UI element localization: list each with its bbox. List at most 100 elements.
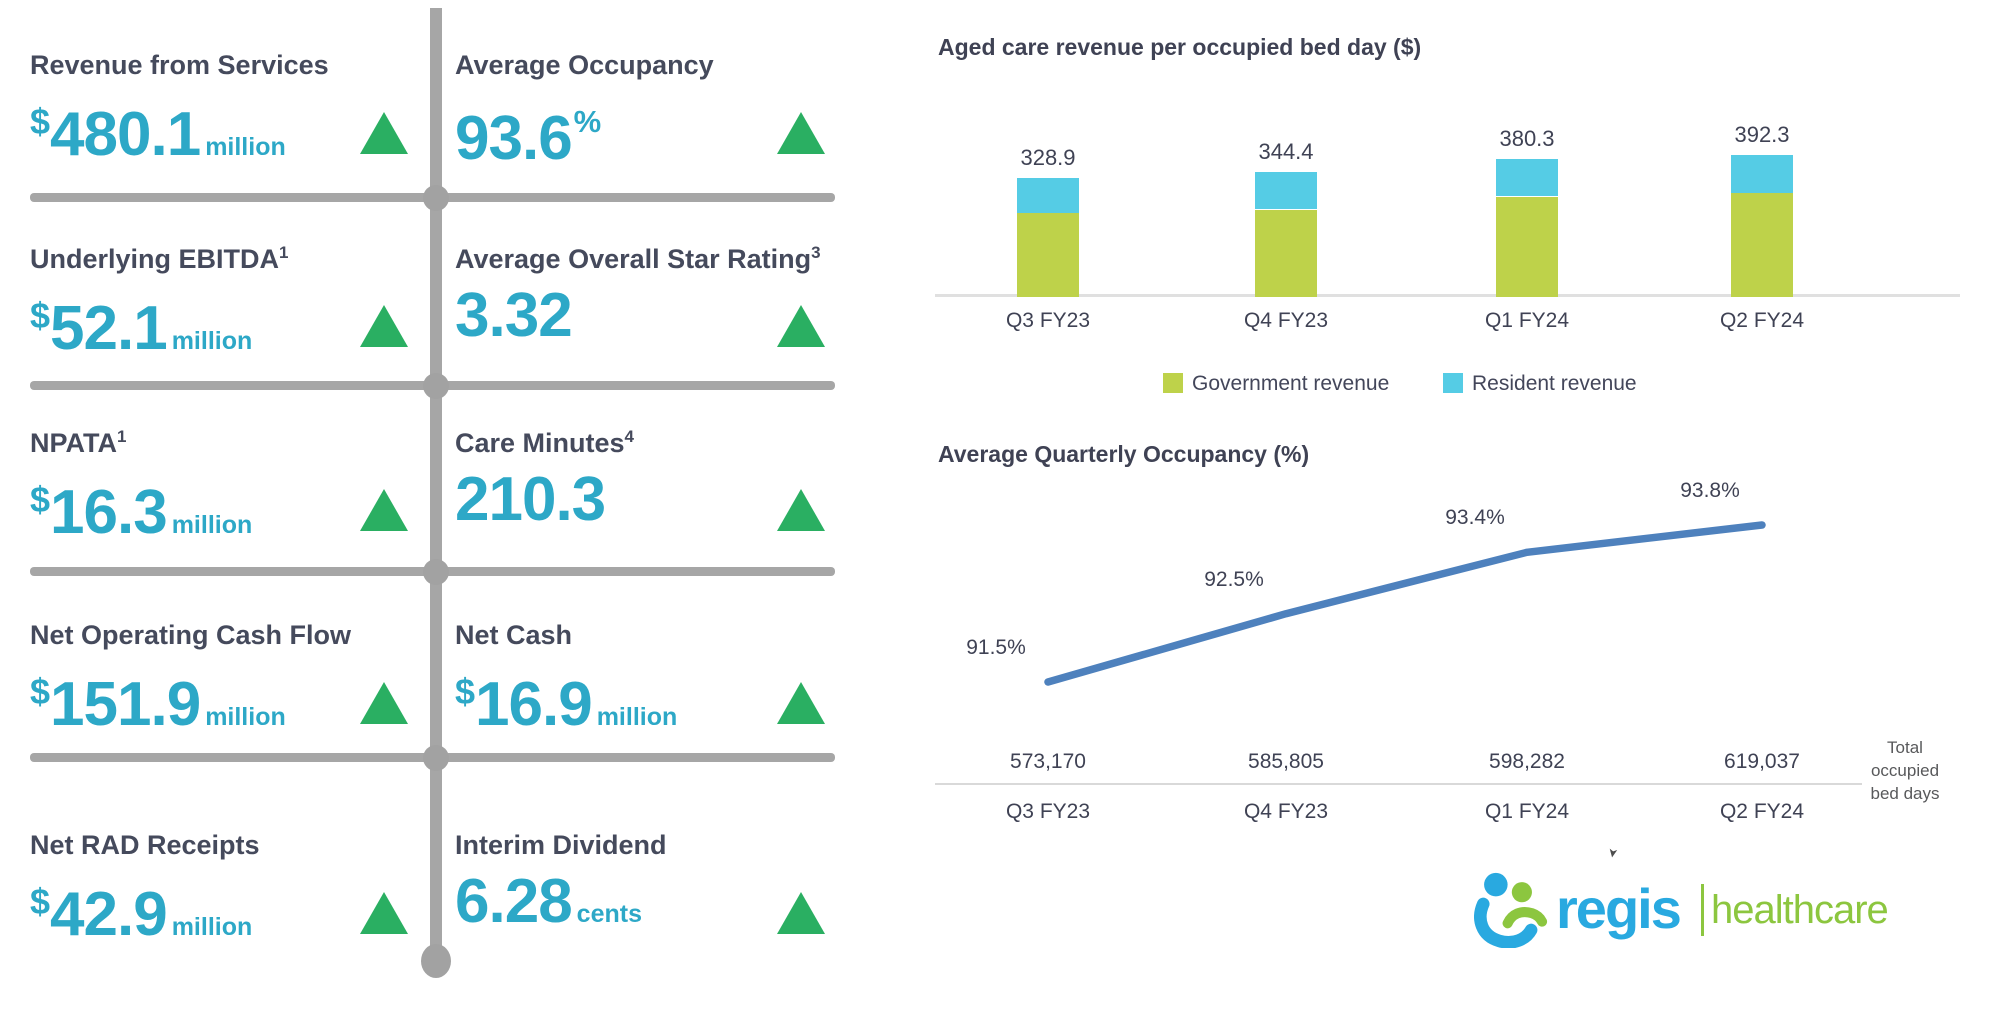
bar-x-label-q2-fy24: Q2 FY24 bbox=[1719, 309, 1805, 332]
kpi-tile-underlying-ebitda: Underlying EBITDA1 $52.1 million bbox=[30, 243, 430, 375]
kpi-tile-average-occupancy: Average Occupancy 93.6% bbox=[455, 50, 847, 182]
kpi-label: Underlying EBITDA1 bbox=[30, 243, 289, 274]
currency-symbol: $ bbox=[30, 101, 51, 142]
cursor-artifact: ➤ bbox=[1605, 846, 1621, 860]
divider-end-dot bbox=[421, 944, 451, 978]
kpi-label: Net Operating Cash Flow bbox=[30, 620, 352, 650]
divider-node-3 bbox=[423, 559, 449, 585]
occupancy-polyline bbox=[1044, 521, 1766, 686]
trend-up-icon bbox=[360, 682, 408, 724]
currency-symbol: $ bbox=[30, 479, 51, 520]
kpi-label-superscript: 4 bbox=[624, 427, 635, 446]
occupancy-point-label-q1-fy24: 93.4% bbox=[1445, 506, 1505, 529]
currency-symbol: $ bbox=[30, 671, 51, 712]
trend-up-icon bbox=[777, 112, 825, 154]
kpi-value: $52.1 million bbox=[30, 285, 430, 376]
occupancy-point-label-q4-fy23: 92.5% bbox=[1204, 568, 1264, 591]
kpi-number: 42.9 bbox=[50, 880, 168, 949]
kpi-tile-average-overall-star-rating: Average Overall Star Rating3 3.32 bbox=[455, 243, 847, 375]
trend-up-icon bbox=[360, 305, 408, 347]
kpi-label: Average Overall Star Rating3 bbox=[455, 243, 821, 274]
kpi-label: Care Minutes4 bbox=[455, 427, 635, 458]
divider-node-1 bbox=[423, 185, 449, 211]
currency-symbol: $ bbox=[30, 295, 51, 336]
kpi-value: $151.9 million bbox=[30, 661, 430, 752]
kpi-value: $16.3 million bbox=[30, 469, 430, 560]
legend-item-resident-revenue: Resident revenue bbox=[1443, 372, 1637, 396]
kpi-value: 93.6% bbox=[455, 91, 847, 186]
kpi-tile-interim-dividend: Interim Dividend 6.28 cents bbox=[455, 830, 847, 962]
kpi-unit: million bbox=[171, 327, 253, 355]
bar-resident-revenue-q2-fy24 bbox=[1731, 155, 1793, 193]
bar-total-label-q4-fy23: 344.4 bbox=[1258, 139, 1314, 164]
bar-government-revenue-q3-fy23 bbox=[1017, 213, 1079, 297]
kpi-value: $16.9 million bbox=[455, 661, 847, 752]
kpi-value: 3.32 bbox=[455, 285, 847, 363]
logo-suffix-text: healthcare bbox=[1711, 888, 1889, 932]
logo-divider bbox=[1701, 884, 1704, 936]
bar-chart-baseline bbox=[935, 294, 1960, 297]
bar-x-label-q1-fy24: Q1 FY24 bbox=[1484, 309, 1570, 332]
line-x-label-q1-fy24: Q1 FY24 bbox=[1484, 800, 1570, 823]
kpi-tile-npata: NPATA1 $16.3 million bbox=[30, 427, 430, 559]
trend-up-icon bbox=[777, 305, 825, 347]
kpi-value: 210.3 bbox=[455, 469, 847, 547]
bar-resident-revenue-q4-fy23 bbox=[1255, 172, 1317, 209]
bar-total-label-q2-fy24: 392.3 bbox=[1734, 122, 1790, 147]
bed-days-value-q1-fy24: 598,282 bbox=[1489, 750, 1565, 773]
bar-resident-revenue-q3-fy23 bbox=[1017, 178, 1079, 213]
divider-node-4 bbox=[423, 745, 449, 771]
bar-x-label-q3-fy23: Q3 FY23 bbox=[1005, 309, 1091, 332]
kpi-value: $42.9 million bbox=[30, 871, 430, 962]
kpi-label-superscript: 3 bbox=[811, 243, 821, 262]
bar-chart-title: Aged care revenue per occupied bed day (… bbox=[938, 34, 1422, 60]
kpi-number: 480.1 bbox=[50, 100, 201, 169]
line-x-label-q4-fy23: Q4 FY23 bbox=[1243, 800, 1329, 823]
logo-people-icon bbox=[1474, 872, 1548, 948]
kpi-label: Net RAD Receipts bbox=[30, 830, 260, 860]
kpi-number: 210.3 bbox=[455, 465, 606, 534]
legend-swatch-resident-revenue bbox=[1443, 373, 1463, 393]
line-chart-title: Average Quarterly Occupancy (%) bbox=[938, 441, 1310, 467]
legend-label: Government revenue bbox=[1192, 372, 1390, 395]
kpi-tile-care-minutes: Care Minutes4 210.3 bbox=[455, 427, 847, 559]
kpi-value: $480.1 million bbox=[30, 91, 430, 182]
logo-brand-text: regis bbox=[1556, 877, 1682, 940]
trend-up-icon bbox=[777, 489, 825, 531]
bed-days-value-q4-fy23: 585,805 bbox=[1248, 750, 1324, 773]
kpi-number: 6.28 bbox=[455, 867, 573, 936]
bar-government-revenue-q2-fy24 bbox=[1731, 193, 1793, 297]
legend-swatch-government-revenue bbox=[1163, 373, 1183, 393]
kpi-unit: million bbox=[205, 133, 286, 161]
kpi-label: NPATA1 bbox=[30, 427, 127, 458]
bar-total-label-q1-fy24: 380.3 bbox=[1499, 126, 1555, 151]
occupancy-point-label-q3-fy23: 91.5% bbox=[966, 636, 1026, 659]
kpi-number: 52.1 bbox=[50, 294, 168, 363]
bar-total-label-q3-fy23: 328.9 bbox=[1020, 145, 1076, 170]
kpi-unit: % bbox=[573, 104, 602, 139]
kpi-unit: million bbox=[205, 703, 286, 731]
kpi-label: Net Cash bbox=[455, 620, 573, 650]
kpi-number: 16.3 bbox=[50, 478, 168, 547]
bar-x-label-q4-fy23: Q4 FY23 bbox=[1243, 309, 1329, 332]
trend-up-icon bbox=[360, 489, 408, 531]
bed-days-separator bbox=[935, 783, 1862, 785]
currency-symbol: $ bbox=[455, 671, 476, 712]
kpi-unit: cents bbox=[576, 900, 642, 928]
bar-government-revenue-q4-fy23 bbox=[1255, 210, 1317, 297]
bed-days-value-q3-fy23: 573,170 bbox=[1010, 750, 1086, 773]
bed-days-value-q2-fy24: 619,037 bbox=[1724, 750, 1800, 773]
vertical-divider bbox=[430, 8, 442, 964]
line-x-label-q3-fy23: Q3 FY23 bbox=[1005, 800, 1091, 823]
kpi-label-superscript: 1 bbox=[117, 427, 127, 446]
kpi-tile-net-rad-receipts: Net RAD Receipts $42.9 million bbox=[30, 830, 430, 962]
legend-label: Resident revenue bbox=[1472, 372, 1637, 395]
kpi-label: Interim Dividend bbox=[455, 830, 667, 860]
line-x-label-q2-fy24: Q2 FY24 bbox=[1719, 800, 1805, 823]
divider-node-2 bbox=[423, 373, 449, 399]
kpi-unit: million bbox=[171, 913, 253, 941]
legend-item-government-revenue: Government revenue bbox=[1163, 372, 1389, 396]
total-occupied-bed-days-label: Total occupied bed days bbox=[1870, 738, 1940, 803]
trend-up-icon bbox=[360, 112, 408, 154]
